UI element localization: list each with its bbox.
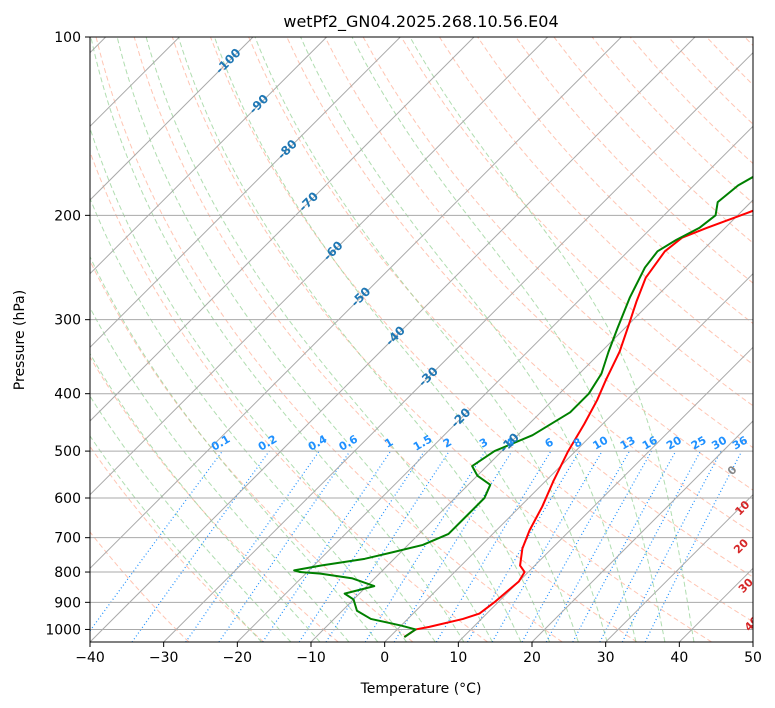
isotherm-line [90, 37, 696, 642]
dry-adiabat-line [133, 37, 638, 642]
moist-adiabat-line [90, 255, 379, 642]
isotherm-line [90, 37, 475, 422]
y-axis-ticks: 1000 900 800 700 600 500 400 300 200 100 [45, 30, 90, 638]
y-tick-label: 900 [54, 595, 81, 611]
profile-series [293, 175, 753, 638]
x-tick-label: 10 [449, 650, 467, 666]
y-tick-label: 100 [54, 30, 81, 46]
moist-adiabat-line [409, 37, 695, 642]
moist-adiabat-line [300, 37, 637, 642]
dry-adiabat-line [90, 150, 488, 642]
moist-adiabat-line [254, 37, 608, 642]
moist-adiabat-line [90, 352, 321, 642]
y-axis-label: Pressure (hPa) [12, 290, 28, 390]
isotherm-line [90, 37, 254, 201]
moist-adiabat-line [351, 37, 666, 642]
x-tick-label: −30 [149, 650, 179, 666]
moist-adiabat-line [213, 37, 579, 642]
dry-adiabat-line [248, 37, 753, 578]
wetbulb-label: 40 [742, 614, 762, 634]
isotherm-line [163, 51, 753, 642]
x-tick-label: 30 [597, 650, 615, 666]
moist-adiabat-line [116, 37, 493, 642]
plot-background [90, 37, 753, 642]
y-tick-label: 300 [54, 313, 81, 329]
y-tick-label: 500 [54, 444, 81, 460]
isotherm-line [384, 272, 753, 642]
plot-frame [89, 36, 754, 643]
mixing-ratio-line [185, 450, 320, 642]
mixing-ratio-line [599, 450, 702, 642]
moist-adiabat-line [90, 126, 436, 642]
isotherm-line [531, 420, 753, 642]
x-tick-label: −40 [75, 650, 105, 666]
dry-adiabat-line [171, 37, 712, 642]
mixing-ratio-line [262, 450, 392, 642]
dry-adiabat-line [90, 356, 339, 642]
mixing-ratio-line [325, 450, 450, 642]
dry-adiabat-line [439, 37, 753, 366]
dry-adiabat-line [90, 531, 190, 642]
x-axis-ticks: −40 −30 −20 −10 0 10 20 30 40 50 [75, 642, 762, 666]
mixing-ratio-line [131, 450, 270, 642]
temperature-profile-line [403, 209, 753, 638]
isotherm-line [90, 37, 328, 275]
isotherm-line [605, 493, 753, 642]
x-tick-label: −10 [296, 650, 326, 666]
moist-adiabats [90, 37, 695, 642]
dewpoint-profile-line [293, 175, 753, 638]
y-tick-label: 800 [54, 565, 81, 581]
x-axis-label: Temperature (°C) [360, 681, 482, 697]
dry-adiabat-line [400, 37, 753, 407]
isotherm-line [236, 125, 753, 642]
y-tick-label: 400 [54, 387, 81, 403]
x-tick-label: −20 [223, 650, 253, 666]
moist-adiabat-line [90, 435, 262, 642]
isotherm-line [90, 37, 401, 349]
isotherm-gridlines [90, 37, 753, 642]
isotherm-line [457, 346, 753, 642]
mixing-ratio-line [435, 450, 552, 642]
mixing-ratio-line [364, 450, 486, 642]
x-tick-label: 20 [523, 650, 541, 666]
dry-adiabat-line [95, 37, 563, 642]
dry-adiabat-line [90, 445, 264, 642]
mixing-ratio-line [545, 450, 653, 642]
mixing-ratio-line [644, 450, 743, 642]
dry-adiabat-line [515, 37, 753, 284]
x-tick-label: 0 [380, 650, 389, 666]
y-tick-label: 600 [54, 491, 81, 507]
x-tick-label: 40 [670, 650, 688, 666]
isobar-gridlines [90, 37, 753, 630]
moist-adiabat-line [90, 197, 407, 642]
moist-adiabat-line [90, 37, 465, 642]
mixing-ratio-lines [90, 450, 743, 642]
isotherm-line [90, 37, 549, 496]
moist-adiabat-line [90, 395, 292, 642]
y-tick-label: 200 [54, 208, 81, 224]
mixing-ratio-line [393, 450, 513, 642]
dry-adiabats [90, 37, 753, 642]
y-tick-label: 1000 [45, 622, 81, 638]
isotherm-line [752, 641, 753, 642]
x-tick-label: 50 [744, 650, 762, 666]
dry-adiabat-line [324, 37, 753, 491]
mixing-ratio-line [218, 450, 351, 642]
isotherm-line [90, 37, 622, 570]
dry-adiabat-line [210, 37, 753, 623]
mixing-ratio-line [572, 450, 677, 642]
y-tick-label: 700 [54, 531, 81, 547]
chart-title: wetPf2_GN04.2025.268.10.56.E04 [283, 12, 558, 32]
inline-labels: 0.1 0.2 0.4 0.6 1 1.5 2 3 4 6 8 10 13 16 20 25 30 36-100-… [209, 46, 762, 634]
